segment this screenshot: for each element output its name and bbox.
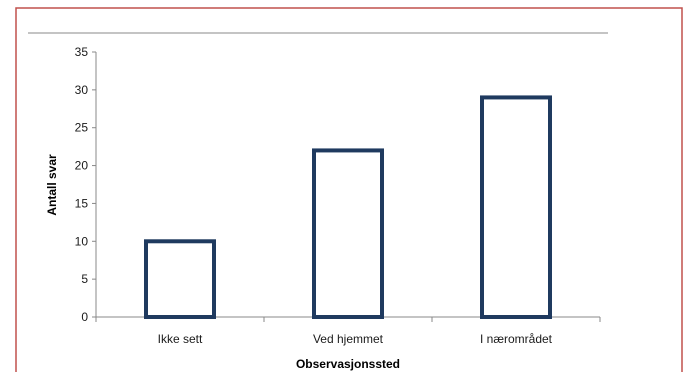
y-tick-label: 5: [81, 272, 88, 286]
y-axis-title: Antall svar: [45, 154, 59, 216]
bar: [480, 95, 552, 319]
y-tick-label: 35: [75, 45, 89, 59]
bar: [312, 148, 384, 319]
y-tick-label: 10: [75, 234, 89, 248]
x-tick-labels: Ikke sett Ved hjemmet I nærområdet: [158, 332, 553, 346]
y-tick-label: 20: [75, 159, 89, 173]
bars-group: [144, 95, 552, 320]
y-tick-label: 15: [75, 196, 89, 210]
y-tick-label: 30: [75, 83, 89, 97]
x-tick-label: I nærområdet: [480, 332, 553, 346]
y-tick-labels: 0 5 10 15 20 25 30 35: [75, 45, 89, 324]
frame-border: [15, 7, 683, 372]
y-tick-label: 0: [81, 310, 88, 324]
x-axis-title: Observasjonssted: [296, 357, 400, 371]
x-tick-label: Ikke sett: [158, 332, 203, 346]
x-tick-label: Ved hjemmet: [313, 332, 384, 346]
y-tick-label: 25: [75, 121, 89, 135]
bar: [144, 239, 216, 320]
